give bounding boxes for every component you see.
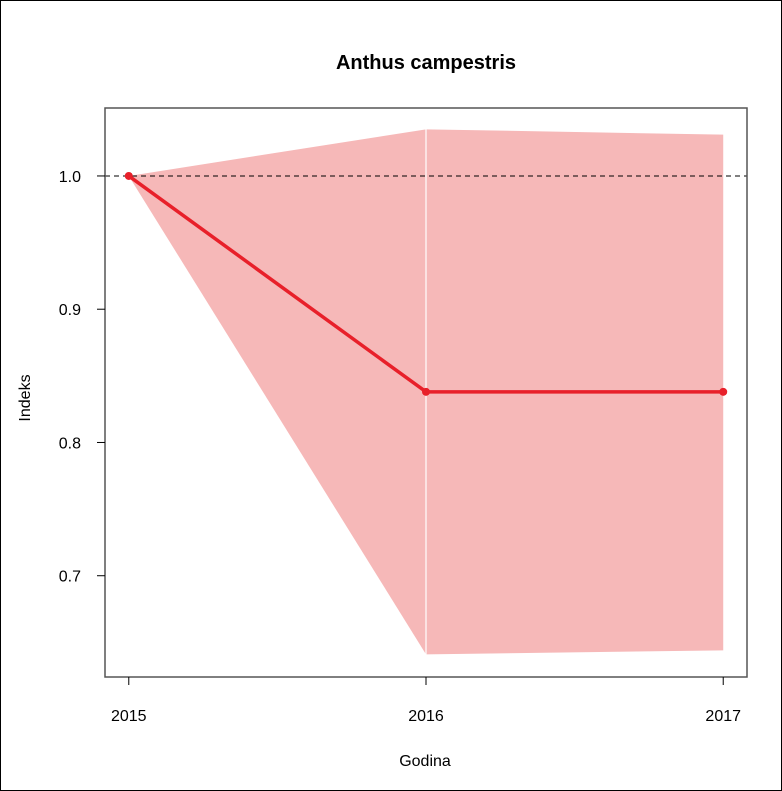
x-tick-label: 2015 [111, 708, 147, 725]
x-axis-label: Godina [399, 753, 451, 770]
x-tick-label: 2016 [408, 708, 444, 725]
plot-area [104, 107, 748, 678]
data-point [124, 171, 133, 180]
y-tick-label: 0.8 [59, 435, 81, 452]
y-axis: 0.7 0.8 0.9 1.0 [59, 169, 105, 586]
chart-title: Anthus campestris [336, 52, 516, 74]
y-tick-label: 0.9 [59, 302, 81, 319]
series-points [124, 171, 728, 396]
x-tick-label: 2017 [705, 708, 741, 725]
data-point [719, 387, 728, 396]
y-axis-label: Indeks [17, 374, 34, 421]
x-axis: 2015 2016 2017 [111, 677, 741, 725]
y-tick-label: 0.7 [59, 569, 81, 586]
y-tick-label: 1.0 [59, 169, 81, 186]
data-point [422, 387, 430, 396]
